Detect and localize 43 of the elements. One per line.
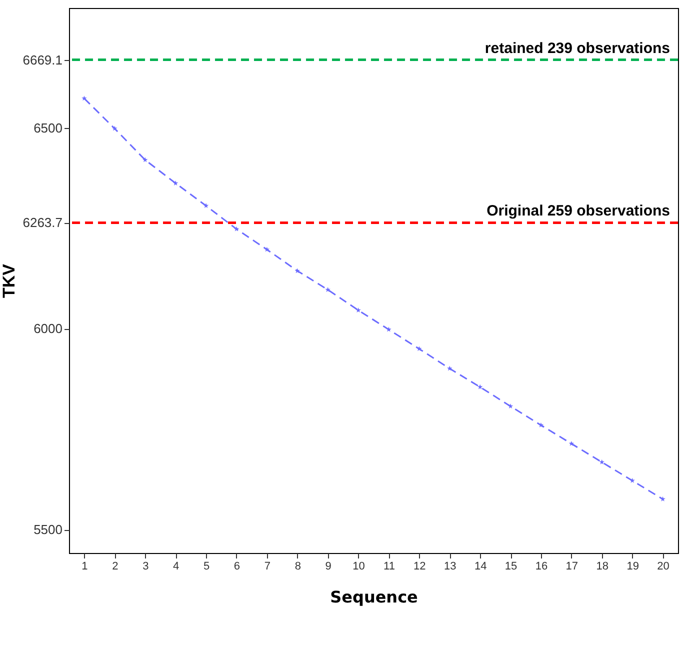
point bbox=[264, 246, 270, 252]
point bbox=[294, 268, 300, 274]
x-tick-label: 7 bbox=[264, 560, 270, 572]
point bbox=[325, 287, 330, 292]
x-tick-label: 2 bbox=[112, 560, 118, 572]
x-tick-label: 9 bbox=[325, 560, 332, 572]
x-tick-label: 17 bbox=[566, 560, 578, 572]
ref-line-label: Original 259 observations bbox=[486, 202, 670, 220]
y-tick-label: 6669.1 bbox=[22, 52, 62, 68]
x-axis-title: Sequence bbox=[330, 588, 418, 606]
point bbox=[447, 366, 452, 371]
x-tick-label: 10 bbox=[352, 560, 365, 572]
x-tick-label: 18 bbox=[596, 560, 608, 572]
x-tick-label: 15 bbox=[504, 560, 518, 572]
x-tick-label: 14 bbox=[474, 560, 487, 572]
y-axis-title: TKV bbox=[0, 263, 19, 298]
x-tick-label: 19 bbox=[626, 560, 639, 572]
x-tick-label: 4 bbox=[173, 560, 180, 572]
point bbox=[234, 226, 240, 232]
point bbox=[386, 326, 392, 332]
x-tick-label: 20 bbox=[657, 560, 670, 572]
y-tick-label: 6000 bbox=[34, 321, 62, 336]
x-tick-label: 11 bbox=[384, 560, 395, 572]
point bbox=[82, 96, 87, 101]
x-tick-label: 5 bbox=[203, 560, 210, 572]
y-tick-label: 5500 bbox=[34, 522, 62, 538]
ref-line-label: retained 239 observations bbox=[484, 40, 670, 57]
y-tick-label: 6263.7 bbox=[22, 215, 62, 230]
x-tick-label: 3 bbox=[142, 560, 149, 572]
point bbox=[630, 478, 635, 483]
point bbox=[112, 126, 118, 131]
x-tick-label: 12 bbox=[414, 560, 426, 572]
point bbox=[142, 157, 148, 162]
point bbox=[477, 384, 483, 390]
x-tick-label: 6 bbox=[234, 560, 240, 572]
point bbox=[660, 496, 666, 502]
point bbox=[416, 346, 422, 352]
x-tick-label: 13 bbox=[444, 560, 456, 572]
point bbox=[356, 308, 361, 312]
x-tick-label: 1 bbox=[82, 560, 88, 572]
y-tick-label: 6500 bbox=[34, 120, 62, 136]
x-tick-label: 8 bbox=[294, 560, 301, 572]
x-tick-label: 16 bbox=[535, 560, 548, 572]
